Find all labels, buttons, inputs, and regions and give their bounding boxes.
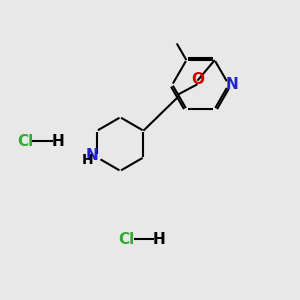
Text: N: N [86,148,99,163]
Text: Cl: Cl [17,134,33,148]
Text: H: H [152,232,165,247]
Text: H: H [52,134,64,148]
Text: H: H [82,153,94,167]
Text: N: N [226,77,239,92]
Text: Cl: Cl [118,232,134,247]
Text: O: O [191,72,204,87]
